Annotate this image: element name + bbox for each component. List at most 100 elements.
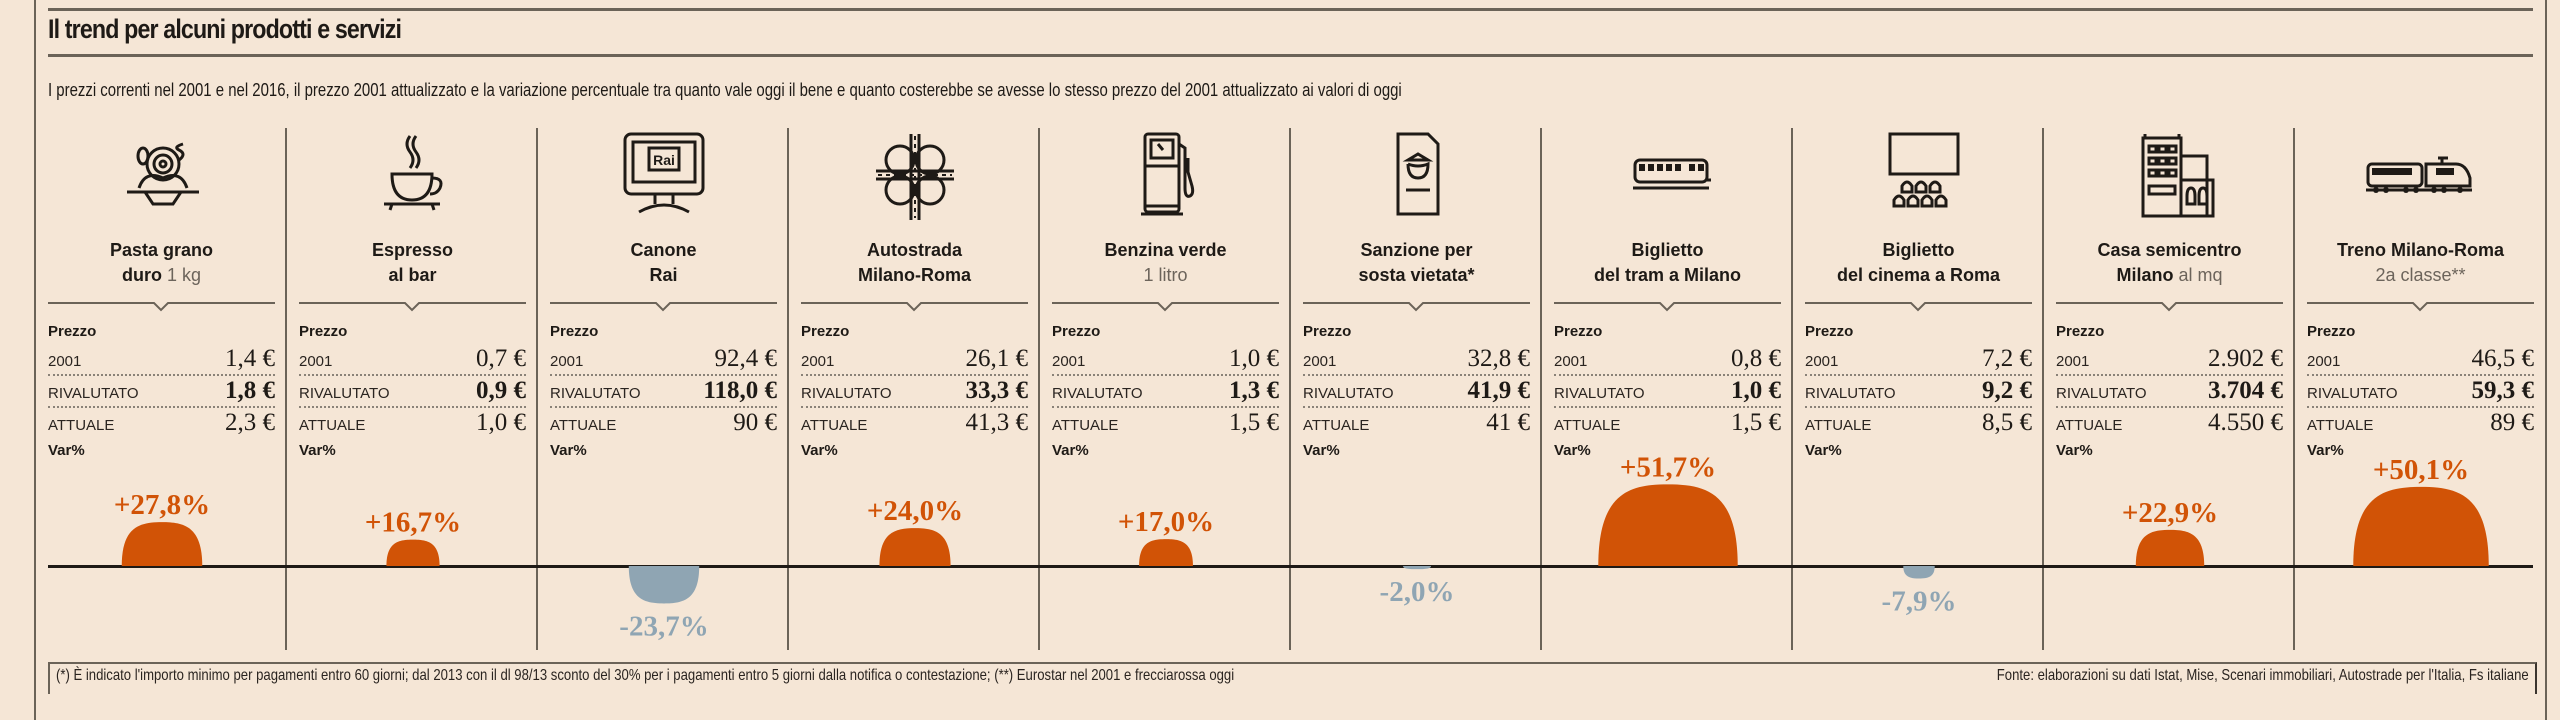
var-header: Var%: [48, 442, 85, 459]
pointer-divider: [1554, 302, 1781, 312]
row-2001: 2001 1,4 €: [48, 344, 275, 376]
panel-divider: [1540, 128, 1542, 650]
parking-ticket-icon: [1352, 130, 1482, 230]
price-rivalutato: 0,9 €: [476, 377, 526, 404]
product-name-line1: Espresso: [371, 240, 454, 260]
price-rivalutato: 33,3 €: [965, 377, 1029, 404]
price-header: Prezzo: [299, 323, 348, 340]
row-rivalutato: RIVALUTATO 9,2 €: [1805, 376, 2032, 408]
row-rivalutato: RIVALUTATO 1,8 €: [48, 376, 275, 408]
var-header: Var%: [1805, 442, 1842, 459]
price-2001: 26,1 €: [965, 345, 1029, 372]
product-name-line1: Benzina verde: [1104, 240, 1227, 260]
product-name-line2: duro: [121, 265, 162, 285]
row-label: 2001: [1805, 353, 1839, 370]
price-header: Prezzo: [2056, 323, 2105, 340]
row-attuale: ATTUALE 1,5 €: [1052, 408, 1279, 438]
pointer-divider: [2056, 302, 2283, 312]
price-attuale: 90 €: [733, 409, 777, 436]
top-rule: [48, 8, 2533, 11]
row-2001: 2001 92,4 €: [550, 344, 777, 376]
product-name: Sanzione per sosta vietata*: [1291, 238, 1542, 288]
product-panels: Pasta grano duro 1 kg Prezzo 2001 1,4 € R…: [36, 128, 2545, 650]
panel-divider: [1791, 128, 1793, 650]
product-name-line1: Canone: [630, 240, 697, 260]
price-table: Prezzo 2001 0,7 € RIVALUTATO 0,9 € ATTUALE…: [299, 320, 526, 459]
panel-divider: [536, 128, 538, 650]
row-label: ATTUALE: [2307, 417, 2374, 434]
row-label: ATTUALE: [1554, 417, 1621, 434]
price-table: Prezzo 2001 7,2 € RIVALUTATO 9,2 € ATTUALE…: [1805, 320, 2032, 459]
var-header: Var%: [2307, 442, 2344, 459]
product-name-line1: Biglietto: [1882, 240, 1955, 260]
product-name: Autostrada Milano-Roma: [789, 238, 1040, 288]
price-attuale: 41 €: [1486, 409, 1530, 436]
product-panel: Espresso al bar Prezzo 2001 0,7 € RIVALUT…: [287, 128, 538, 650]
price-attuale: 89 €: [2490, 409, 2534, 436]
price-2001: 1,4 €: [225, 345, 275, 372]
product-panel: Treno Milano-Roma 2a classe** Prezzo 200…: [2295, 128, 2546, 650]
price-2001: 1,0 €: [1229, 345, 1279, 372]
product-name-line2: del tram a Milano: [1593, 265, 1742, 285]
price-attuale: 41,3 €: [965, 409, 1029, 436]
frame-right-border: [2545, 0, 2547, 720]
row-label: 2001: [1303, 353, 1337, 370]
pointer-divider: [801, 302, 1028, 312]
price-table: Prezzo 2001 1,0 € RIVALUTATO 1,3 € ATTUALE…: [1052, 320, 1279, 459]
price-table: Prezzo 2001 26,1 € RIVALUTATO 33,3 € ATTUA…: [801, 320, 1028, 459]
var-header: Var%: [550, 442, 587, 459]
zero-axis: [48, 565, 2533, 568]
product-name-line1: Treno Milano-Roma: [2336, 240, 2504, 260]
product-name-line1: Biglietto: [1631, 240, 1704, 260]
row-label: ATTUALE: [299, 417, 366, 434]
pointer-divider: [550, 302, 777, 312]
row-attuale: ATTUALE 2,3 €: [48, 408, 275, 438]
price-rivalutato: 1,3 €: [1229, 377, 1279, 404]
panel-divider: [2293, 128, 2295, 650]
price-table: Prezzo 2001 0,8 € RIVALUTATO 1,0 € ATTUALE…: [1554, 320, 1781, 459]
product-panel: Biglietto del tram a Milano Prezzo 2001 0…: [1542, 128, 1793, 650]
price-header: Prezzo: [1554, 323, 1603, 340]
row-label: 2001: [2056, 353, 2090, 370]
row-label: ATTUALE: [1052, 417, 1119, 434]
row-rivalutato: RIVALUTATO 118,0 €: [550, 376, 777, 408]
row-label: 2001: [1052, 353, 1086, 370]
product-name-line2: al bar: [388, 265, 437, 285]
price-rivalutato: 118,0 €: [703, 377, 777, 404]
price-attuale: 1,5 €: [1731, 409, 1781, 436]
row-label: RIVALUTATO: [2056, 385, 2147, 402]
row-rivalutato: RIVALUTATO 59,3 €: [2307, 376, 2534, 408]
row-attuale: ATTUALE 1,0 €: [299, 408, 526, 438]
product-name-line2: Rai: [649, 265, 678, 285]
price-header: Prezzo: [2307, 323, 2356, 340]
pasta-icon: [97, 130, 227, 230]
row-rivalutato: RIVALUTATO 41,9 €: [1303, 376, 1530, 408]
pointer-divider: [1303, 302, 1530, 312]
product-name-line2: del cinema a Roma: [1836, 265, 2001, 285]
footer: (*) È indicato l'importo minimo per paga…: [48, 662, 2537, 694]
row-label: RIVALUTATO: [299, 385, 390, 402]
row-label: RIVALUTATO: [1805, 385, 1896, 402]
row-label: ATTUALE: [48, 417, 115, 434]
fuel-pump-icon: [1101, 130, 1231, 230]
row-attuale: ATTUALE 4.550 €: [2056, 408, 2283, 438]
price-2001: 46,5 €: [2471, 345, 2535, 372]
var-header: Var%: [801, 442, 838, 459]
row-label: RIVALUTATO: [1554, 385, 1645, 402]
tv-rai-icon: Rai: [599, 130, 729, 230]
pointer-divider: [299, 302, 526, 312]
panel-divider: [2042, 128, 2044, 650]
price-header: Prezzo: [1052, 323, 1101, 340]
row-label: ATTUALE: [801, 417, 868, 434]
product-name-line2: Milano: [2116, 265, 2174, 285]
price-2001: 32,8 €: [1467, 345, 1531, 372]
price-header: Prezzo: [48, 323, 97, 340]
price-header: Prezzo: [1805, 323, 1854, 340]
pointer-divider: [1052, 302, 1279, 312]
price-rivalutato: 41,9 €: [1467, 377, 1531, 404]
row-label: ATTUALE: [1303, 417, 1370, 434]
product-unit: 2a classe**: [2375, 265, 2466, 285]
product-name-line2: Milano-Roma: [857, 265, 971, 285]
row-label: RIVALUTATO: [2307, 385, 2398, 402]
svg-text:Rai: Rai: [653, 152, 675, 168]
